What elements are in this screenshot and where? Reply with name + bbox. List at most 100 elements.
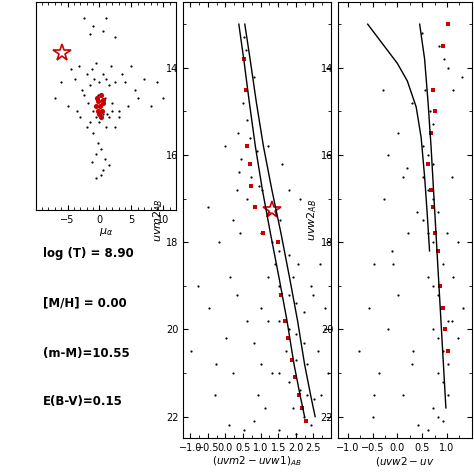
Point [91, 75, 98, 83]
Point [284, 334, 292, 342]
Point [250, 339, 258, 346]
Point [400, 391, 407, 399]
X-axis label: $(uvw2-uv$: $(uvw2-uv$ [375, 455, 435, 468]
Point [443, 230, 451, 237]
Point [103, 110, 111, 118]
Point [264, 143, 272, 150]
Point [251, 203, 258, 211]
Point [94, 107, 102, 115]
Point [86, 82, 94, 89]
Point [275, 282, 283, 290]
Point [98, 146, 105, 153]
Point [80, 91, 87, 99]
Point [424, 230, 432, 237]
Point [424, 160, 432, 167]
Point [389, 247, 396, 255]
Point [444, 347, 452, 355]
Point [434, 247, 442, 255]
Point [370, 391, 377, 399]
Point [273, 238, 281, 246]
Point [244, 317, 251, 325]
Point [92, 174, 100, 182]
Point [370, 260, 377, 268]
Point [427, 186, 434, 194]
Point [295, 391, 302, 399]
Point [240, 426, 247, 434]
Point [400, 173, 407, 181]
Y-axis label: $uvm2_{AB}$: $uvm2_{AB}$ [151, 199, 164, 242]
Point [439, 260, 447, 268]
Point [429, 121, 437, 128]
Point [102, 75, 109, 83]
Point [444, 64, 452, 72]
Point [112, 34, 119, 41]
Point [101, 94, 109, 102]
Point [307, 282, 314, 290]
Point [448, 317, 456, 325]
Point [264, 317, 272, 325]
Point [286, 326, 293, 333]
Point [95, 110, 103, 118]
Point [355, 347, 363, 355]
Point [204, 203, 212, 211]
Point [222, 334, 230, 342]
Point [424, 426, 432, 434]
Point [432, 108, 439, 115]
Point [310, 291, 317, 298]
Point [212, 361, 219, 368]
Point [239, 99, 247, 107]
Point [94, 91, 101, 99]
Point [99, 166, 107, 174]
Point [419, 173, 427, 181]
Point [237, 155, 245, 163]
Point [99, 27, 107, 35]
Point [390, 260, 397, 268]
Point [92, 102, 100, 110]
Point [147, 102, 155, 110]
Point [296, 195, 304, 202]
Point [439, 42, 447, 50]
Text: [M/H] = 0.00: [M/H] = 0.00 [43, 297, 127, 310]
Point [107, 63, 115, 70]
Point [298, 404, 306, 412]
Point [409, 99, 416, 107]
Point [394, 291, 402, 298]
Point [289, 273, 297, 281]
Point [115, 113, 122, 121]
Point [429, 203, 437, 211]
Point [429, 86, 437, 93]
Point [118, 71, 126, 78]
Point [444, 20, 452, 28]
Point [92, 150, 100, 158]
Point [78, 86, 85, 94]
Point [240, 34, 247, 41]
Point [429, 195, 437, 202]
Point [286, 291, 293, 298]
Point [404, 230, 412, 237]
Point [89, 107, 97, 115]
Point [246, 134, 254, 141]
Point [434, 334, 442, 342]
Point [268, 369, 276, 377]
Point [247, 182, 255, 189]
Point [289, 404, 297, 412]
Point [264, 273, 272, 281]
Point [293, 300, 301, 307]
Point [84, 99, 92, 107]
X-axis label: $\mu_\alpha$: $\mu_\alpha$ [99, 226, 113, 238]
Point [410, 347, 417, 355]
Point [109, 99, 116, 107]
Point [86, 30, 94, 38]
Point [125, 102, 132, 110]
X-axis label: $(uvm2-uvw1)_{AB}$: $(uvm2-uvw1)_{AB}$ [212, 455, 302, 468]
Point [310, 395, 318, 403]
Point [436, 42, 443, 50]
Point [96, 78, 103, 86]
Point [215, 238, 223, 246]
Point [243, 116, 250, 124]
Point [128, 63, 135, 70]
Point [413, 208, 421, 216]
Point [437, 282, 444, 290]
Point [235, 169, 243, 176]
Point [303, 391, 311, 399]
